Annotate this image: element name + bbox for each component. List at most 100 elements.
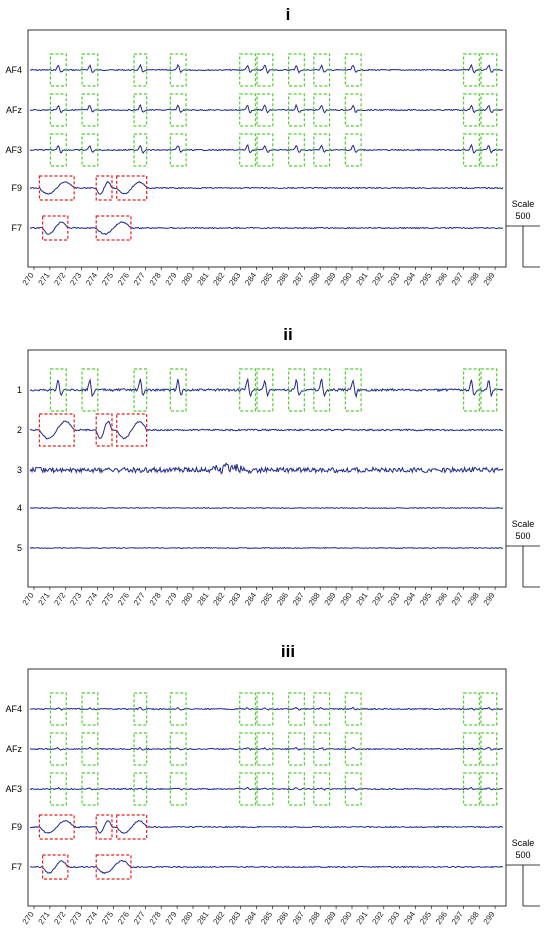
- x-tick-label: 290: [339, 910, 354, 927]
- x-tick-label: 299: [482, 910, 497, 927]
- normal-spike-box: [256, 732, 274, 766]
- x-tick-label: 281: [196, 910, 211, 927]
- eeg-trace: [29, 506, 504, 509]
- scale-bar: Scale 500: [506, 838, 540, 907]
- artifact-box: [116, 175, 148, 201]
- x-tick-label: 275: [100, 910, 115, 927]
- normal-spike-box: [81, 772, 99, 806]
- normal-spike-box: [49, 93, 67, 127]
- normal-spike-box: [49, 133, 67, 167]
- x-tick-label: 276: [116, 271, 131, 288]
- normal-spike-box: [344, 692, 362, 726]
- x-tick-label: 286: [275, 271, 290, 288]
- x-tick-label: 285: [259, 910, 274, 927]
- panel-title: iii: [281, 642, 295, 661]
- panel-title: ii: [283, 325, 292, 344]
- x-tick-label: 273: [68, 271, 83, 288]
- x-tick-label: 298: [466, 271, 481, 288]
- x-tick-label: 290: [339, 271, 354, 288]
- x-tick-label: 294: [402, 910, 417, 927]
- channel-label: AF4: [5, 704, 22, 714]
- normal-spike-box: [133, 692, 148, 726]
- scale-bar: Scale 500: [506, 199, 540, 268]
- normal-spike-box: [133, 772, 148, 806]
- artifact-box: [38, 413, 75, 447]
- x-tick-label: 282: [211, 910, 226, 927]
- x-tick-label: 289: [323, 271, 338, 288]
- scale-value: 500: [515, 211, 530, 221]
- x-tick-label: 276: [116, 910, 131, 927]
- normal-spike-box: [313, 133, 331, 167]
- channel-label: 3: [17, 465, 22, 475]
- x-tick-label: 291: [355, 271, 370, 288]
- normal-spike-box: [313, 368, 331, 412]
- normal-spike-box: [480, 692, 498, 726]
- x-tick-label: 295: [418, 271, 433, 288]
- normal-spike-box: [239, 732, 257, 766]
- x-tick-label: 274: [84, 591, 99, 608]
- normal-spike-box: [287, 133, 305, 167]
- normal-spike-box: [81, 53, 99, 87]
- normal-spike-box: [256, 93, 274, 127]
- x-tick-label: 279: [164, 271, 179, 288]
- eeg-trace: [29, 63, 504, 74]
- normal-spike-box: [313, 692, 331, 726]
- x-tick-label: 278: [148, 910, 163, 927]
- normal-spike-box: [239, 692, 257, 726]
- x-tick-label: 284: [243, 591, 258, 608]
- normal-spike-box: [81, 692, 99, 726]
- x-tick-label: 270: [21, 591, 36, 608]
- x-tick-label: 274: [84, 910, 99, 927]
- normal-spike-box: [81, 133, 99, 167]
- channel-label: 2: [17, 425, 22, 435]
- normal-spike-box: [256, 772, 274, 806]
- normal-spike-box: [287, 368, 305, 412]
- x-tick-label: 272: [52, 271, 67, 288]
- normal-spike-box: [133, 53, 148, 87]
- x-tick-label: 272: [52, 910, 67, 927]
- artifact-box: [95, 814, 113, 840]
- channel-label: F7: [11, 862, 22, 872]
- artifact-box: [116, 413, 148, 447]
- x-tick-label: 273: [68, 910, 83, 927]
- normal-spike-box: [169, 93, 187, 127]
- eeg-trace: [29, 786, 504, 791]
- eeg-trace: [29, 859, 504, 874]
- x-tick-label: 294: [402, 591, 417, 608]
- x-tick-label: 279: [164, 910, 179, 927]
- normal-spike-box: [462, 53, 480, 87]
- channel-label: AF3: [5, 145, 22, 155]
- normal-spike-box: [239, 368, 257, 412]
- eeg-trace: [29, 746, 504, 751]
- normal-spike-box: [133, 93, 148, 127]
- normal-spike-box: [480, 93, 498, 127]
- x-tick-label: 299: [482, 271, 497, 288]
- x-tick-label: 278: [148, 591, 163, 608]
- channel-label: 4: [17, 503, 22, 513]
- x-tick-label: 288: [307, 910, 322, 927]
- normal-spike-box: [133, 368, 148, 412]
- normal-spike-box: [239, 93, 257, 127]
- eeg-trace: [29, 103, 504, 114]
- normal-spike-box: [287, 692, 305, 726]
- normal-spike-box: [480, 368, 498, 412]
- normal-spike-box: [344, 93, 362, 127]
- x-tick-label: 289: [323, 910, 338, 927]
- x-tick-label: 283: [227, 910, 242, 927]
- x-tick-label: 284: [243, 271, 258, 288]
- x-tick-label: 277: [132, 271, 147, 288]
- x-tick-label: 286: [275, 910, 290, 927]
- artifact-box: [95, 413, 113, 447]
- scale-bar: Scale 500: [506, 519, 540, 588]
- x-tick-label: 291: [355, 591, 370, 608]
- x-tick-label: 272: [52, 591, 67, 608]
- x-tick-label: 292: [370, 910, 385, 927]
- x-tick-label: 299: [482, 591, 497, 608]
- eeg-trace: [29, 420, 504, 440]
- channel-label: AFz: [6, 105, 23, 115]
- channel-label: AF4: [5, 65, 22, 75]
- normal-spike-box: [462, 692, 480, 726]
- x-tick-label: 297: [450, 910, 465, 927]
- normal-spike-box: [81, 368, 99, 412]
- x-tick-label: 287: [291, 591, 306, 608]
